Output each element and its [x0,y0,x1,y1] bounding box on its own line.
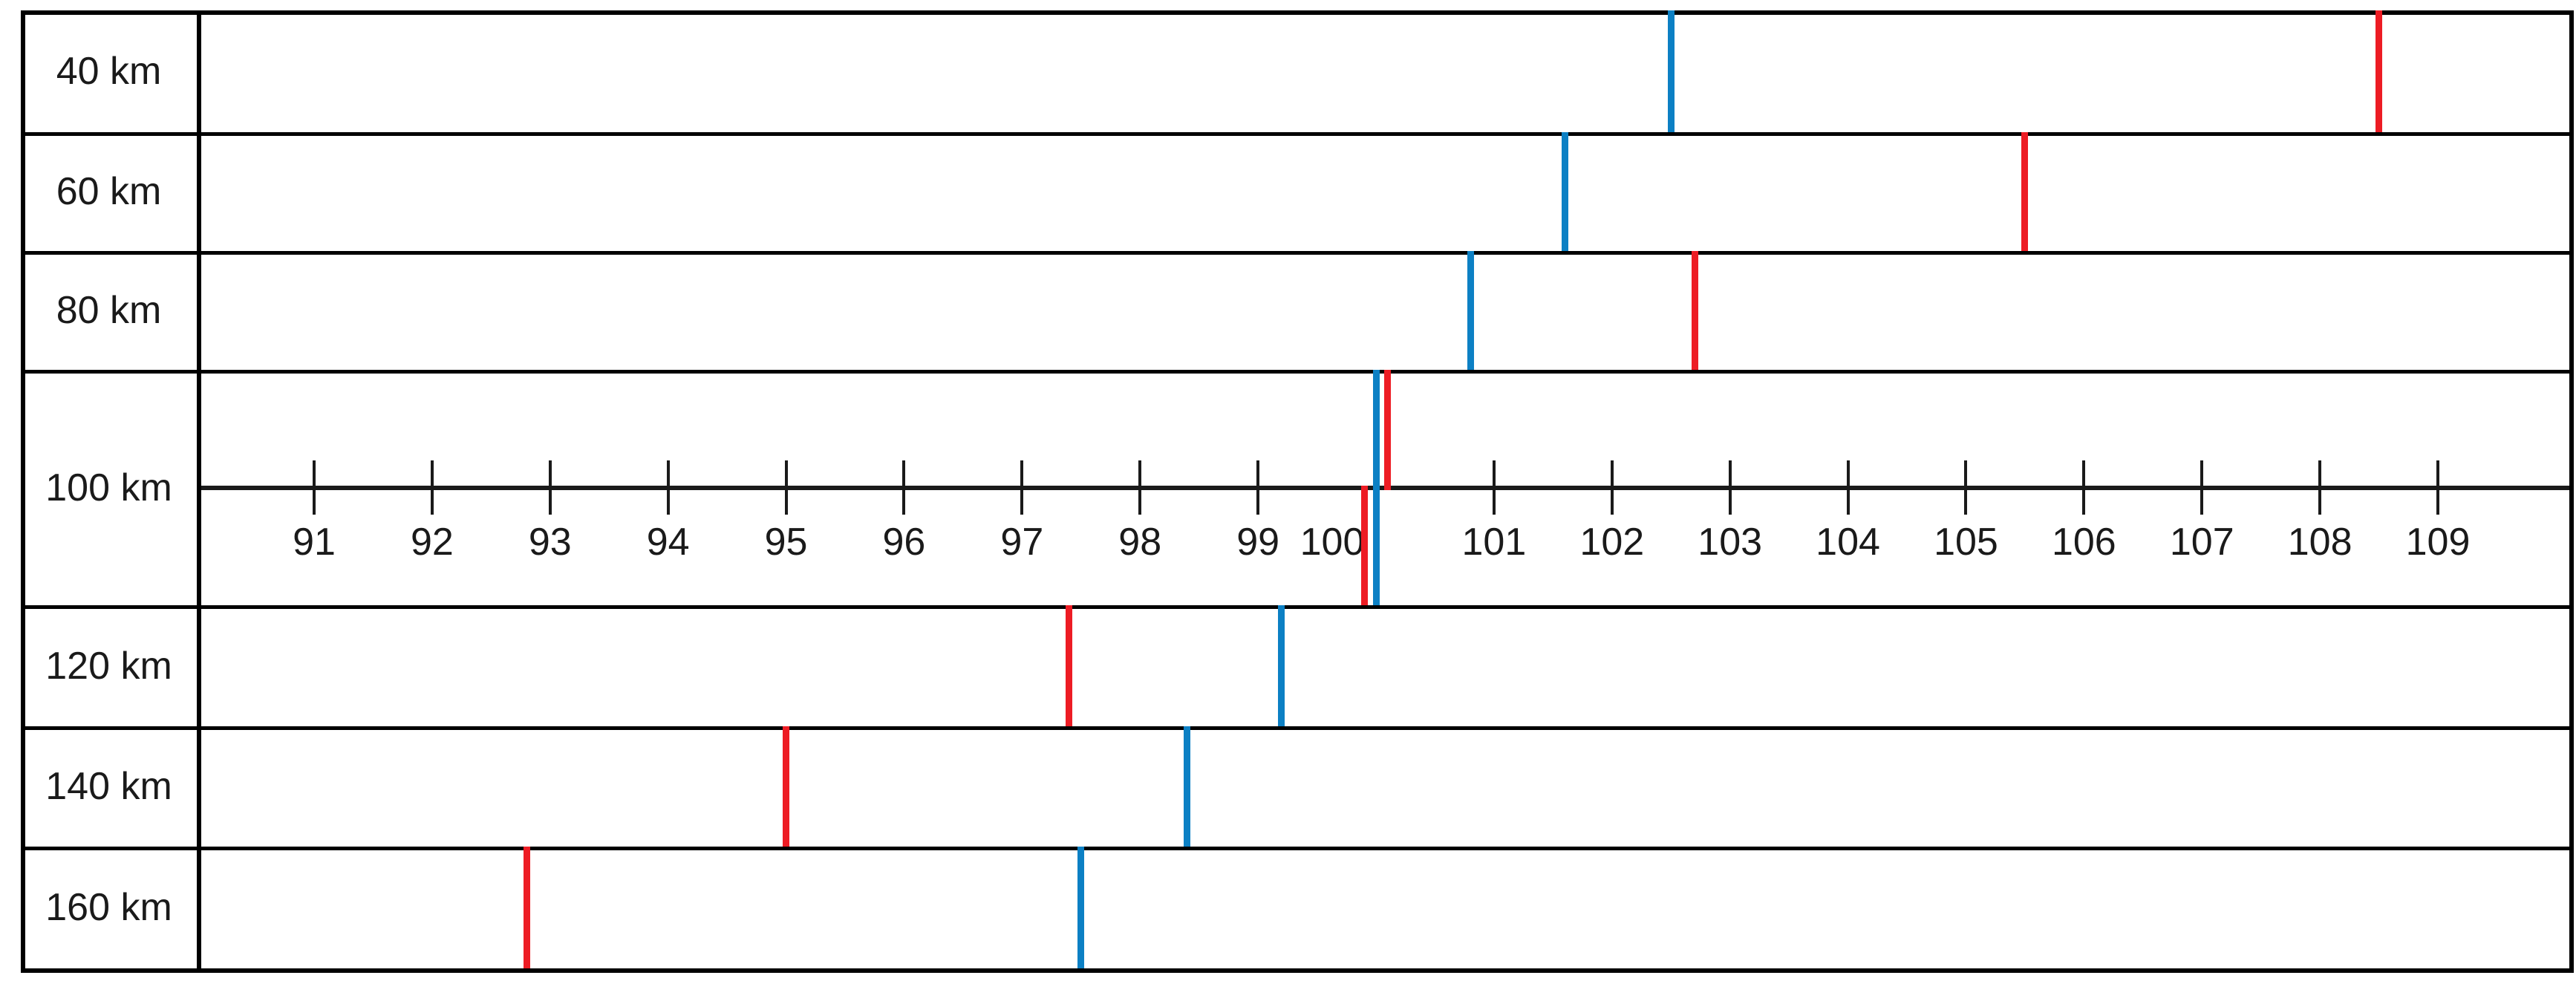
axis-tick-label-99: 99 [1236,521,1280,564]
axis-tick-label-105: 105 [1934,521,1998,564]
chart-outer-border [21,10,2574,973]
row-label-140-km: 140 km [45,765,172,808]
row-label-120-km: 120 km [45,644,172,688]
axis-tick-96 [902,460,906,515]
axis-tick-99 [1256,460,1260,515]
axis-tick-label-103: 103 [1698,521,1763,564]
axis-tick-label-108: 108 [2287,521,2352,564]
axis-tick-101 [1492,460,1496,515]
axis-tick-102 [1610,460,1614,515]
row-label-40-km: 40 km [56,50,162,93]
axis-tick-109 [2436,460,2440,515]
red-marker-80-km [1691,251,1698,370]
axis-tick-label-94: 94 [646,521,690,564]
red-marker-140-km [783,726,790,847]
row-label-100-km: 100 km [45,466,172,509]
axis-tick-92 [430,460,434,515]
axis-tick-106 [2082,460,2086,515]
blue-marker-40-km [1667,10,1675,132]
axis-tick-97 [1020,460,1024,515]
blue-marker-160-km [1077,847,1085,968]
red-marker-120-km [1066,605,1073,726]
red-marker-100-km-below-axis [1360,486,1368,605]
blue-marker-100-km [1372,370,1380,605]
axis-tick-107 [2200,460,2204,515]
axis-tick-label-101: 101 [1461,521,1527,564]
row-boundary-line [21,605,2574,609]
row-label-160-km: 160 km [45,886,172,929]
axis-tick-label-106: 106 [2051,521,2116,564]
axis-tick-104 [1846,460,1850,515]
row-label-60-km: 60 km [56,170,162,213]
row-label-80-km: 80 km [56,289,162,332]
axis-tick-label-92: 92 [410,521,454,564]
row-boundary-line [21,370,2574,374]
axis-tick-label-107: 107 [2169,521,2234,564]
red-marker-40-km [2376,10,2383,132]
red-marker-100-km-above-axis [1384,370,1392,490]
row-boundary-line [21,726,2574,730]
axis-tick-98 [1138,460,1142,515]
axis-tick-105 [1964,460,1968,515]
axis-tick-label-91: 91 [293,521,336,564]
axis-tick-94 [666,460,670,515]
axis-tick-label-98: 98 [1118,521,1162,564]
label-column-divider [197,10,201,973]
axis-tick-label-95: 95 [764,521,808,564]
row-boundary-line [21,251,2574,255]
row-boundary-line [21,847,2574,850]
blue-marker-60-km [1561,132,1568,251]
axis-tick-label-109: 109 [2405,521,2471,564]
axis-tick-label-97: 97 [1000,521,1044,564]
blue-marker-120-km [1278,605,1285,726]
axis-tick-label-96: 96 [882,521,926,564]
axis-tick-108 [2318,460,2322,515]
axis-tick-label-100: 100 [1300,521,1365,564]
axis-tick-103 [1728,460,1732,515]
axis-tick-label-104: 104 [1816,521,1880,564]
blue-marker-140-km [1184,726,1191,847]
axis-tick-95 [784,460,788,515]
red-marker-60-km [2021,132,2029,251]
row-boundary-line [21,132,2574,136]
axis-tick-label-102: 102 [1579,521,1645,564]
blue-marker-80-km [1467,251,1474,370]
red-marker-160-km [523,847,530,968]
axis-tick-93 [548,460,552,515]
axis-tick-91 [313,460,316,515]
axis-tick-label-93: 93 [528,521,572,564]
